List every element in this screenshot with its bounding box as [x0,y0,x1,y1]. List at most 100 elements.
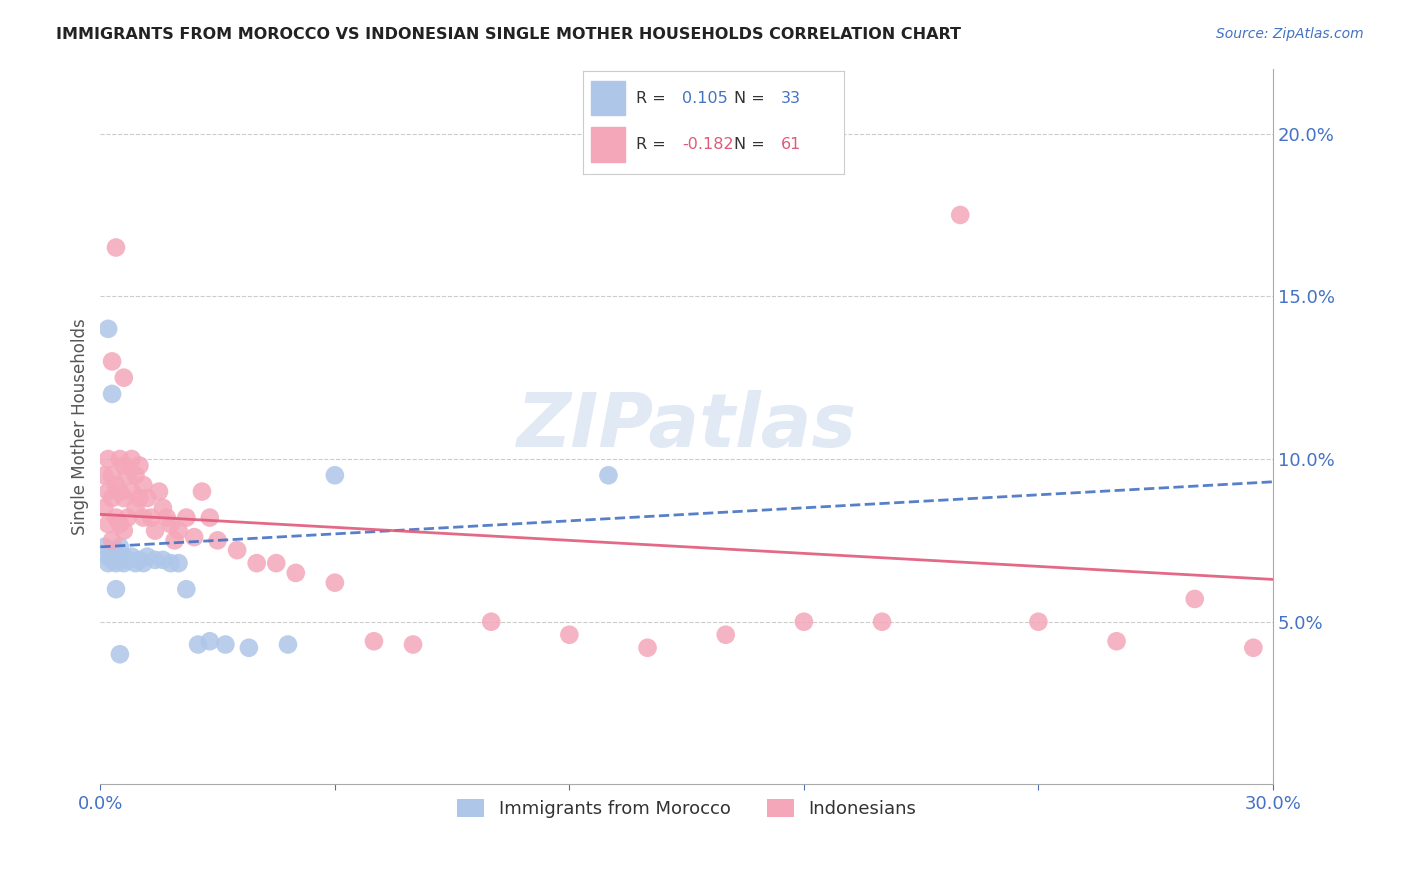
Point [198,634,221,648]
Point [108,647,131,661]
Point [226,543,249,558]
Point [104,556,127,570]
Point [104,510,127,524]
Point [101,387,124,401]
Point [159,556,181,570]
Point [97,549,120,564]
Text: ZIPatlas: ZIPatlas [516,390,856,463]
Point [1105,634,1128,648]
Point [93,500,115,515]
Point [97,452,120,467]
Bar [592,127,626,161]
Point [870,615,893,629]
Point [323,468,346,483]
Text: -0.182: -0.182 [682,136,734,152]
Point [108,484,131,499]
Text: 33: 33 [782,90,801,105]
Point [363,634,385,648]
Point [121,549,143,564]
Point [104,582,127,597]
Point [121,452,143,467]
Point [1184,591,1206,606]
Point [104,543,127,558]
Point [112,491,135,505]
Point [264,556,287,570]
Text: IMMIGRANTS FROM MOROCCO VS INDONESIAN SINGLE MOTHER HOUSEHOLDS CORRELATION CHART: IMMIGRANTS FROM MOROCCO VS INDONESIAN SI… [56,27,962,42]
Point [132,556,155,570]
Text: R =: R = [636,136,671,152]
Point [148,484,170,499]
Point [97,484,120,499]
Point [128,553,150,567]
Point [143,553,166,567]
Text: R =: R = [636,90,671,105]
Point [246,556,269,570]
Legend: Immigrants from Morocco, Indonesians: Immigrants from Morocco, Indonesians [450,792,924,825]
Point [112,458,135,473]
Text: Source: ZipAtlas.com: Source: ZipAtlas.com [1216,27,1364,41]
Point [97,517,120,532]
Point [637,640,659,655]
Point [124,556,146,570]
Point [183,530,205,544]
Bar [592,80,626,115]
Point [101,354,124,368]
Point [176,582,198,597]
Point [323,575,346,590]
Point [97,322,120,336]
Point [101,553,124,567]
Point [112,370,135,384]
Point [136,549,159,564]
Point [117,468,139,483]
Point [128,458,150,473]
Point [128,491,150,505]
Point [141,510,163,524]
Point [108,517,131,532]
Point [402,638,425,652]
Point [93,540,115,554]
Point [176,510,198,524]
Text: N =: N = [734,90,770,105]
Point [284,566,307,580]
Point [104,240,127,254]
Point [117,510,139,524]
Point [156,510,179,524]
Text: 61: 61 [782,136,801,152]
Point [112,524,135,538]
Point [124,468,146,483]
Point [598,468,620,483]
Text: 0.105: 0.105 [682,90,728,105]
Point [191,484,214,499]
Point [152,553,174,567]
Point [558,628,581,642]
Point [214,638,236,652]
Point [97,556,120,570]
Point [108,540,131,554]
Point [479,615,502,629]
Point [112,556,135,570]
Point [207,533,229,548]
Point [101,468,124,483]
Point [152,500,174,515]
Point [1028,615,1050,629]
Point [167,556,190,570]
Point [793,615,815,629]
Point [108,553,131,567]
Point [101,546,124,560]
Point [714,628,737,642]
Point [124,500,146,515]
Point [93,468,115,483]
Point [117,553,139,567]
Point [143,524,166,538]
Point [101,491,124,505]
Text: N =: N = [734,136,770,152]
Point [187,638,209,652]
Point [101,533,124,548]
Point [159,517,181,532]
Y-axis label: Single Mother Households: Single Mother Households [72,318,89,535]
Point [112,549,135,564]
Point [277,638,299,652]
Point [104,478,127,492]
Point [1241,640,1264,655]
Point [198,510,221,524]
